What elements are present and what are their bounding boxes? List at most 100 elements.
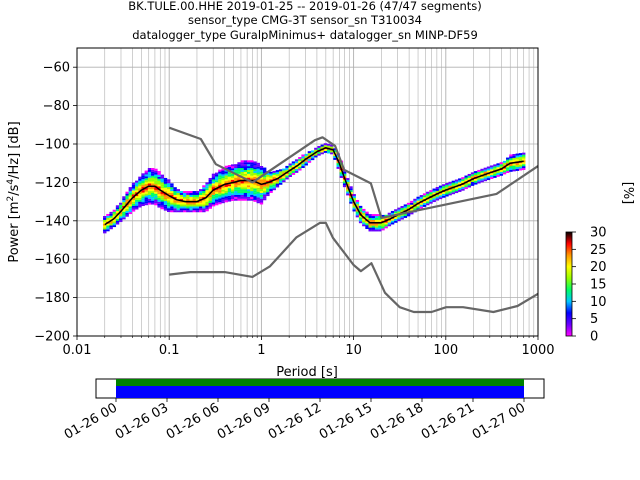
density-cell	[512, 165, 516, 168]
density-cell	[154, 193, 158, 196]
density-cell	[122, 202, 126, 205]
density-cell	[163, 183, 168, 186]
density-cell	[451, 184, 456, 187]
density-cell	[477, 181, 481, 184]
density-cell	[170, 191, 174, 194]
density-cell	[486, 174, 491, 177]
density-cell	[131, 186, 136, 189]
density-cell	[422, 195, 427, 198]
density-cell	[480, 176, 484, 179]
density-cell	[138, 203, 142, 206]
plot-area: 0.01 0.1 1 10 100 1000 −200 −180 −160 −140 −120 −1…	[34, 47, 555, 358]
density-cell	[147, 169, 152, 172]
density-cell	[109, 221, 113, 224]
density-cell	[214, 182, 219, 185]
density-cell	[144, 183, 149, 186]
density-cell	[189, 208, 193, 211]
density-cell	[128, 210, 133, 213]
density-cell	[346, 179, 350, 182]
density-cell	[230, 189, 235, 192]
density-cell	[147, 194, 152, 197]
density-cell	[237, 164, 241, 167]
density-cell	[183, 194, 187, 197]
density-cell	[378, 229, 382, 232]
density-cell	[259, 190, 264, 193]
density-cell	[163, 200, 168, 203]
density-cell	[173, 189, 177, 192]
density-cell	[199, 189, 203, 192]
density-cell	[112, 213, 117, 216]
density-cell	[278, 171, 283, 174]
density-cell	[486, 166, 491, 169]
density-cell	[256, 193, 260, 196]
density-cell	[160, 178, 165, 181]
density-cell	[246, 198, 251, 201]
density-cell	[250, 189, 254, 192]
density-cell	[496, 170, 500, 173]
density-cell	[256, 162, 260, 165]
density-cell	[474, 178, 478, 181]
density-cell	[246, 192, 251, 195]
density-cell	[227, 184, 232, 187]
density-cell	[442, 191, 446, 194]
density-cell	[163, 177, 168, 180]
density-cell	[192, 198, 197, 201]
density-cell	[144, 174, 149, 177]
density-cell	[310, 152, 315, 155]
density-cell	[154, 170, 158, 173]
density-cell	[214, 191, 219, 194]
density-cell	[256, 183, 260, 186]
density-cell	[250, 177, 254, 180]
density-cell	[342, 185, 347, 188]
density-cell	[234, 164, 238, 167]
density-cell	[234, 187, 238, 190]
density-cell	[278, 178, 283, 181]
density-cell	[499, 164, 504, 167]
density-cell	[144, 178, 149, 181]
density-cell	[224, 175, 228, 178]
density-cell	[167, 179, 171, 182]
density-cell	[211, 190, 216, 193]
density-cell	[384, 220, 388, 223]
density-cell	[410, 202, 414, 205]
density-cell	[291, 170, 296, 173]
density-cell	[151, 173, 155, 176]
density-cell	[214, 195, 219, 198]
density-cell	[387, 220, 392, 223]
density-cell	[320, 150, 324, 153]
density-cell	[346, 189, 350, 192]
density-cell	[227, 186, 232, 189]
density-cell	[202, 191, 206, 194]
chart-title: BK.TULE.00.HHE 2019-01-25 -- 2019-01-26 …	[128, 0, 482, 42]
density-cell	[122, 196, 126, 199]
density-cell	[237, 181, 241, 184]
density-cell	[202, 202, 206, 205]
density-cell	[275, 173, 280, 176]
density-cell	[394, 209, 398, 212]
density-cell	[237, 183, 241, 186]
density-cell	[464, 175, 468, 178]
density-cell	[163, 199, 168, 202]
density-cell	[227, 190, 232, 193]
density-cell	[173, 208, 177, 211]
density-cell	[451, 192, 456, 195]
density-cell	[205, 203, 209, 206]
density-cell	[192, 206, 197, 209]
density-cell	[227, 172, 232, 175]
density-cell	[512, 163, 516, 166]
density-cell	[342, 171, 347, 174]
density-cell	[262, 192, 267, 195]
density-cell	[285, 175, 289, 178]
density-cell	[147, 175, 152, 178]
density-cell	[192, 208, 197, 211]
density-cell	[275, 170, 280, 173]
density-cell	[160, 186, 165, 189]
density-cell	[237, 168, 241, 170]
density-cell	[214, 189, 219, 192]
density-cell	[256, 189, 260, 192]
density-cell	[384, 218, 388, 221]
density-cell	[512, 155, 516, 158]
density-cell	[515, 166, 520, 169]
density-cell	[403, 215, 408, 218]
density-cell	[243, 198, 248, 201]
